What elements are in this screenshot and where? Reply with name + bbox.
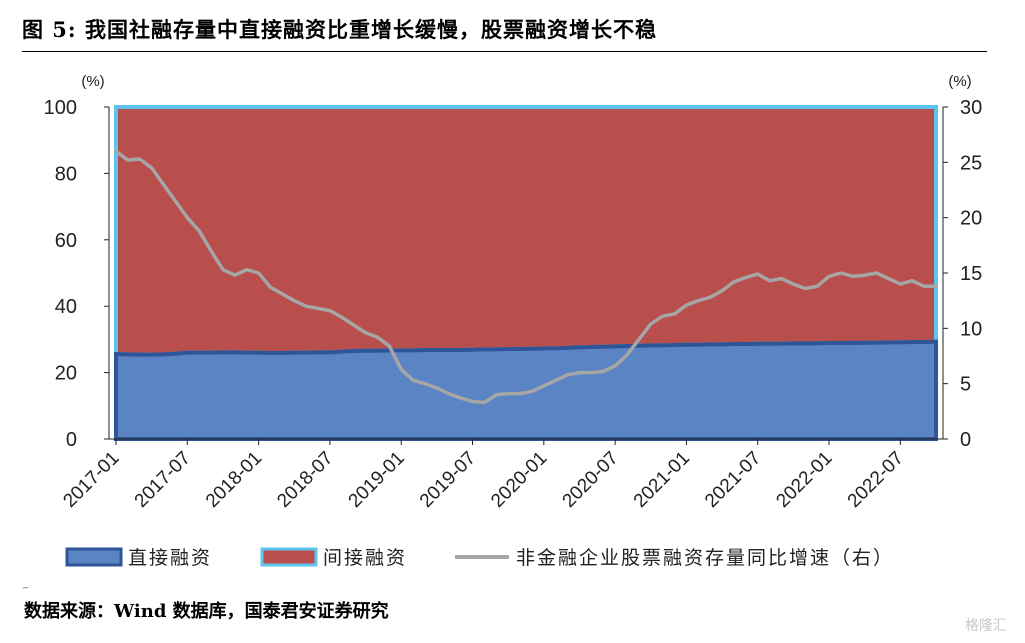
x-axis-tick-label: 2019-07 <box>416 448 480 512</box>
corner-mark: _ <box>23 578 28 589</box>
x-axis-tick-label: 2018-01 <box>202 448 266 512</box>
right-axis-tick-label: 10 <box>960 318 982 340</box>
indirect-financing-area <box>114 105 938 357</box>
right-axis-tick-label: 20 <box>960 208 982 230</box>
right-axis-tick-label: 25 <box>960 152 982 174</box>
legend-swatch-direct <box>65 547 123 567</box>
left-axis-tick-label: 0 <box>66 429 77 451</box>
x-axis-tick-label: 2018-07 <box>273 448 337 512</box>
watermark: 格隆汇 <box>965 618 1007 634</box>
direct-financing-area <box>114 339 938 441</box>
legend-label-direct: 直接融资 <box>128 547 212 569</box>
line-layer <box>114 149 938 405</box>
data-source: 数据来源：Wind 数据库，国泰君安证券研究 <box>24 601 389 622</box>
x-axis-tick-label: 2022-01 <box>772 448 836 512</box>
stock-financing-growth-line <box>114 149 938 405</box>
left-axis-tick-label: 80 <box>55 163 77 185</box>
x-axis-tick-label: 2021-07 <box>701 448 765 512</box>
right-axis-tick-label: 15 <box>960 263 982 285</box>
right-axis-tick-label: 0 <box>960 429 971 451</box>
right-axis-tick-label: 30 <box>960 97 982 119</box>
title-divider <box>22 51 987 52</box>
legend: 直接融资 间接融资 非金融企业股票融资存量同比增速（右） <box>65 547 894 569</box>
x-axis-tick-label: 2020-07 <box>559 448 623 512</box>
x-axis-tick-label: 2019-01 <box>345 448 409 512</box>
right-axis-tick-label: 5 <box>960 374 971 396</box>
legend-label-growth: 非金融企业股票融资存量同比增速（右） <box>516 547 894 569</box>
left-axis-tick-label: 60 <box>55 230 77 252</box>
legend-label-indirect: 间接融资 <box>323 547 407 569</box>
x-axis-tick-label: 2022-07 <box>844 448 908 512</box>
left-axis-tick-label: 100 <box>44 97 77 119</box>
left-axis-tick-label: 20 <box>55 363 77 385</box>
left-axis-unit: (%) <box>81 73 104 90</box>
x-axis-tick-label: 2017-07 <box>131 448 195 512</box>
left-axis-tick-label: 40 <box>55 296 77 318</box>
right-axis-unit: (%) <box>948 73 971 90</box>
x-axis-tick-label: 2017-01 <box>59 448 123 512</box>
x-axis-tick-label: 2020-01 <box>487 448 551 512</box>
figure-title: 图 5: 我国社融存量中直接融资比重增长缓慢，股票融资增长不稳 <box>22 17 657 42</box>
x-axis-tick-label: 2021-01 <box>630 448 694 512</box>
area-layer <box>114 105 938 441</box>
legend-swatch-indirect <box>260 547 318 567</box>
